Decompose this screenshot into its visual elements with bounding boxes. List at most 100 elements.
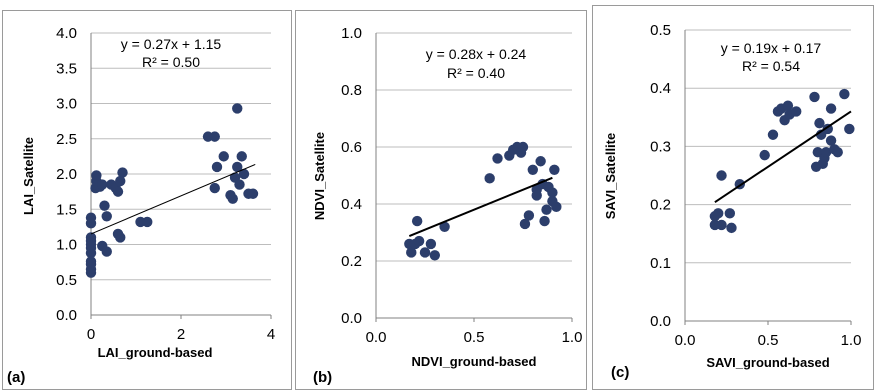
data-point [814,117,825,129]
data-point [724,208,736,219]
x-tick-label: 0.5 [464,329,485,346]
data-point [782,100,794,111]
y-tick-label: 1.0 [341,25,362,42]
x-tick-label: 0.0 [675,332,696,349]
panel-label-b: (b) [313,369,333,386]
y-tick-label: 0.2 [341,253,362,270]
y-tick-label: 2.0 [56,166,77,183]
data-point [101,211,112,222]
data-point [218,151,229,162]
data-point [429,250,440,261]
y-tick-label: 0.0 [650,313,671,330]
data-point [825,103,837,114]
data-point [247,188,259,199]
panel-label-c: (c) [611,364,630,381]
data-point [839,88,850,100]
data-point [209,131,220,142]
panel-c: 0.0 0.1 0.2 0.3 0.4 0.5 0.0 0.5 1.0 y = 0.19x + 0… [592,5,874,390]
data-point [419,247,431,258]
x-axis-title: NDVI_ground-based [412,354,537,369]
data-point [413,235,425,247]
data-point [117,167,128,178]
trendline-equation: y = 0.27x + 1.15 [121,36,222,52]
data-point [91,170,102,181]
trendline [408,176,553,237]
r-squared-label: R² = 0.50 [142,54,200,70]
y-axis-title: SAVI_Satellite [603,133,618,219]
data-point [713,208,724,219]
data-point [425,238,437,250]
trendline [714,110,852,203]
data-point [844,123,855,135]
x-tick-label: 2 [177,326,185,343]
data-point [112,186,124,197]
data-point [551,201,562,213]
x-tick-label: 4 [267,326,275,343]
data-point [101,246,112,257]
data-point [115,175,126,187]
chart-c: 0.0 0.1 0.2 0.3 0.4 0.5 0.0 0.5 1.0 y = 0.19x + 0… [603,22,862,370]
trendline [90,163,256,235]
y-tick-label: 0.4 [341,196,362,213]
x-tick-label: 0.0 [366,329,387,346]
data-point [211,161,223,173]
data-point [547,187,558,198]
y-tick-label: 2.5 [56,131,77,148]
data-point [85,212,97,223]
trendline-equation: y = 0.19x + 0.17 [721,40,822,56]
data-point [519,218,531,230]
y-tick-label: 0.5 [650,22,671,39]
r-squared-label: R² = 0.54 [742,58,800,74]
data-point [406,247,417,258]
y-tick-label: 4.0 [56,25,77,42]
y-tick-label: 1.5 [56,201,77,218]
data-point [535,156,546,167]
x-axis-title: SAVI_ground-based [706,355,829,370]
y-tick-label: 3.5 [56,60,77,77]
y-tick-label: 3.0 [56,96,77,113]
data-point [492,153,503,164]
data-point [115,232,126,243]
x-tick-label: 1.0 [562,329,583,346]
data-point [484,173,495,184]
data-point [97,179,108,190]
data-point [759,149,770,161]
data-point [515,147,527,158]
data-point [791,106,802,117]
data-point [539,215,550,227]
data-point [234,179,245,190]
y-tick-label: 0.6 [341,139,362,156]
data-point [716,170,727,181]
r-squared-label: R² = 0.40 [447,65,505,81]
data-point [142,216,153,228]
panel-b: 0.0 0.2 0.4 0.6 0.8 1.0 0.0 0.5 1.0 y = 0.28x + 0… [295,10,587,390]
data-point [227,193,238,204]
chart-b: 0.0 0.2 0.4 0.6 0.8 1.0 0.0 0.5 1.0 y = 0.28x + 0… [312,25,583,369]
data-point [531,190,542,201]
data-point [716,219,727,231]
y-tick-label: 0.4 [650,80,671,97]
x-tick-label: 0.5 [758,332,779,349]
data-point [820,147,832,158]
data-point [527,164,538,175]
data-point [541,204,552,215]
y-axis-title: NDVI_Satellite [312,132,327,220]
y-axis-title: LAI_Satellite [21,137,36,215]
data-point [232,161,243,173]
x-tick-label: 1.0 [841,332,862,349]
data-point [236,151,247,162]
data-point [825,135,837,146]
data-point [726,222,737,234]
data-point [238,168,250,180]
data-point [209,182,220,194]
x-tick-label: 0 [87,326,95,343]
data-point [809,91,820,103]
data-point [832,147,843,158]
data-point [767,129,779,140]
data-point [232,103,243,114]
data-point [99,200,110,211]
y-tick-label: 0.0 [56,307,77,324]
y-tick-label: 0.3 [650,138,671,155]
x-axis-title: LAI_ground-based [98,345,213,360]
chart-a: 0.0 0.5 1.0 1.5 2.0 2.5 3.0 3.5 4.0 0 2 4 y = 0.27x … [21,25,275,360]
